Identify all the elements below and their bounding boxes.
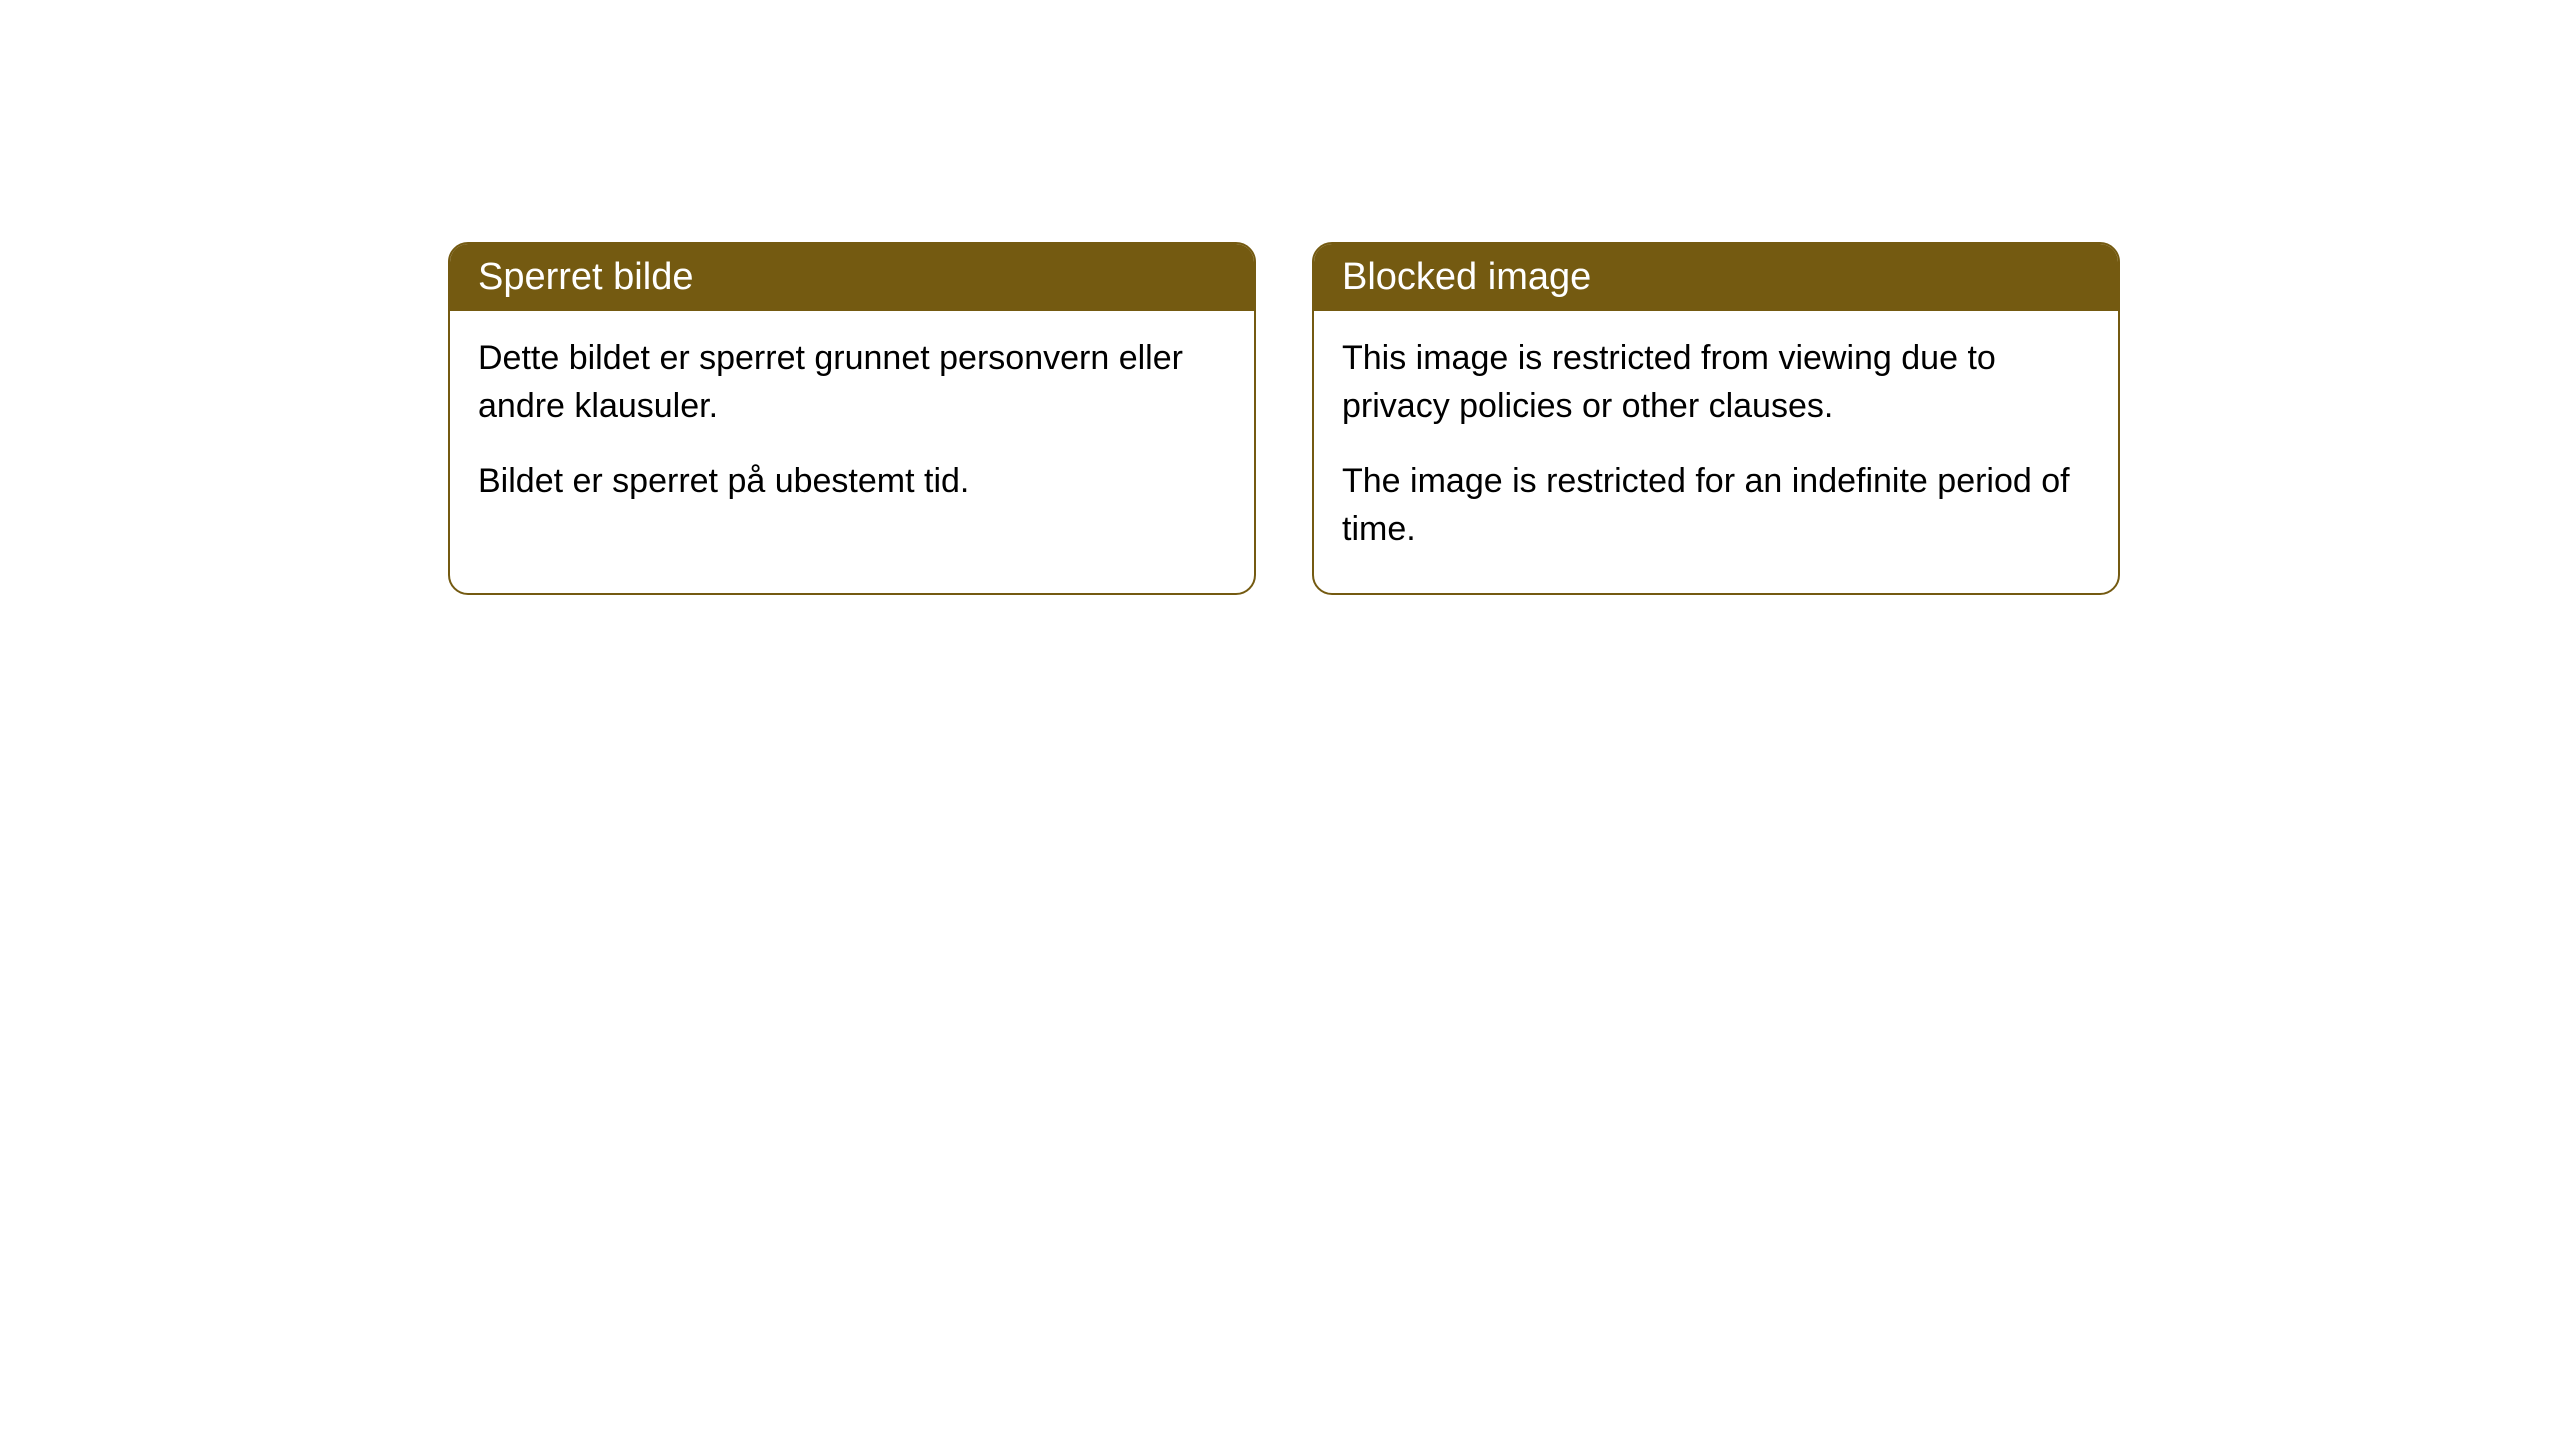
- card-text-paragraph: Bildet er sperret på ubestemt tid.: [478, 458, 1226, 506]
- card-text-paragraph: This image is restricted from viewing du…: [1342, 335, 2090, 430]
- notice-card-norwegian: Sperret bilde Dette bildet er sperret gr…: [448, 242, 1256, 595]
- card-body-norwegian: Dette bildet er sperret grunnet personve…: [450, 311, 1254, 546]
- card-body-english: This image is restricted from viewing du…: [1314, 311, 2118, 593]
- card-title: Blocked image: [1342, 256, 1591, 298]
- card-title: Sperret bilde: [478, 256, 693, 298]
- notice-cards-container: Sperret bilde Dette bildet er sperret gr…: [448, 242, 2120, 595]
- notice-card-english: Blocked image This image is restricted f…: [1312, 242, 2120, 595]
- card-text-paragraph: The image is restricted for an indefinit…: [1342, 458, 2090, 553]
- card-header-english: Blocked image: [1314, 244, 2118, 311]
- card-header-norwegian: Sperret bilde: [450, 244, 1254, 311]
- card-text-paragraph: Dette bildet er sperret grunnet personve…: [478, 335, 1226, 430]
